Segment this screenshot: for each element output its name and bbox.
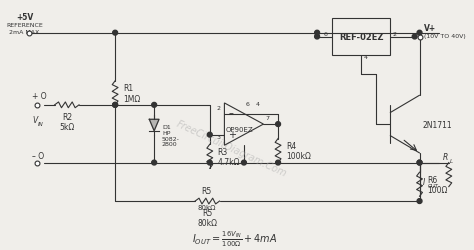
Text: – O: – O — [32, 151, 45, 160]
Text: OP90EZ: OP90EZ — [225, 126, 253, 132]
Text: 2: 2 — [217, 105, 220, 110]
Text: REF-02EZ: REF-02EZ — [339, 33, 383, 42]
Text: R: R — [443, 152, 448, 161]
Text: –: – — [228, 108, 233, 118]
Text: R1
1MΩ: R1 1MΩ — [123, 84, 140, 103]
Text: 6: 6 — [246, 102, 250, 106]
Circle shape — [113, 31, 118, 36]
Text: V+: V+ — [424, 24, 437, 33]
Text: 7: 7 — [265, 116, 269, 121]
Text: 4: 4 — [255, 102, 260, 106]
Text: 6: 6 — [324, 32, 328, 36]
Circle shape — [315, 35, 319, 40]
Text: 2N1711: 2N1711 — [422, 120, 452, 129]
Circle shape — [241, 160, 246, 165]
Text: 3: 3 — [217, 134, 220, 139]
Circle shape — [152, 103, 156, 108]
Circle shape — [417, 31, 422, 36]
Text: (10V TO 40V): (10V TO 40V) — [424, 34, 466, 39]
Circle shape — [276, 122, 281, 127]
Text: $I_{OUT} = \frac{16V_{IN}}{100\Omega} + 4mA$: $I_{OUT} = \frac{16V_{IN}}{100\Omega} + … — [191, 228, 277, 248]
Circle shape — [412, 35, 417, 40]
Text: 2mA MAX: 2mA MAX — [9, 30, 39, 35]
Circle shape — [113, 103, 118, 108]
Text: + O: + O — [32, 92, 47, 101]
Text: 4: 4 — [364, 54, 368, 60]
Circle shape — [417, 160, 422, 165]
Text: R2
5kΩ: R2 5kΩ — [59, 112, 74, 132]
Text: IN: IN — [38, 122, 44, 126]
Circle shape — [113, 103, 118, 108]
Text: FreeCircuitDiagram.Com: FreeCircuitDiagram.Com — [174, 119, 288, 178]
Text: REFERENCE: REFERENCE — [6, 23, 43, 28]
Circle shape — [207, 133, 212, 138]
Text: 2: 2 — [392, 32, 396, 36]
Text: R4
100kΩ: R4 100kΩ — [286, 141, 311, 161]
Text: R5: R5 — [202, 186, 212, 196]
Text: D1
HP
5082-
2800: D1 HP 5082- 2800 — [162, 124, 180, 147]
Text: L: L — [450, 158, 453, 163]
Text: +5V: +5V — [16, 13, 33, 22]
Circle shape — [207, 160, 212, 165]
Polygon shape — [149, 120, 159, 131]
Circle shape — [417, 199, 422, 204]
Text: R6
100Ω: R6 100Ω — [428, 175, 448, 194]
Text: V: V — [32, 116, 37, 125]
Circle shape — [276, 160, 281, 165]
Text: I: I — [422, 177, 425, 186]
Bar — [332, 19, 390, 56]
Text: 80kΩ: 80kΩ — [198, 204, 216, 210]
Circle shape — [152, 160, 156, 165]
Circle shape — [417, 160, 422, 165]
Text: OUT: OUT — [428, 183, 438, 188]
Text: R5
80kΩ: R5 80kΩ — [197, 208, 218, 227]
Text: +: + — [228, 129, 237, 139]
Circle shape — [315, 31, 319, 36]
Text: R3
4.7kΩ: R3 4.7kΩ — [218, 147, 240, 166]
